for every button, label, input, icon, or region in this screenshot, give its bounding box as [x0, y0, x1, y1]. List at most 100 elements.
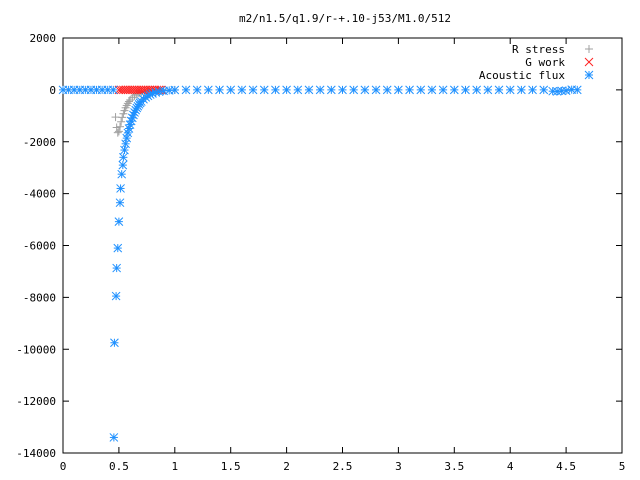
data-point — [116, 184, 125, 193]
legend-item: Acoustic flux — [479, 69, 594, 82]
x-tick-label: 2 — [283, 460, 290, 473]
data-point — [118, 160, 128, 170]
data-point — [215, 85, 224, 95]
y-tick-label: -8000 — [23, 291, 56, 304]
y-tick: -12000 — [16, 395, 622, 408]
x-tick: 3 — [395, 38, 402, 473]
x-tick-label: 3.5 — [444, 460, 464, 473]
data-point — [572, 85, 582, 95]
data-point — [338, 85, 347, 95]
data-point — [119, 85, 128, 95]
data-point — [472, 85, 482, 95]
data-point — [121, 85, 130, 95]
data-point — [282, 85, 291, 95]
x-tick: 2 — [283, 38, 290, 473]
data-point — [248, 85, 258, 95]
data-point — [304, 85, 314, 95]
series-acoustic-flux — [58, 85, 582, 442]
data-point — [405, 85, 414, 95]
data-point — [121, 139, 130, 149]
data-point — [116, 85, 126, 95]
series-layer — [58, 85, 582, 442]
data-point — [113, 128, 122, 137]
legend-item: R stress — [512, 43, 593, 56]
y-tick-label: -12000 — [16, 395, 56, 408]
data-point — [109, 433, 119, 442]
data-point — [259, 85, 269, 95]
data-point — [134, 85, 144, 95]
x-tick: 5 — [619, 38, 626, 473]
data-point — [315, 85, 325, 95]
data-point — [123, 85, 133, 95]
data-point — [349, 85, 359, 95]
data-point — [122, 133, 132, 143]
x-tick: 1.5 — [221, 38, 241, 473]
data-point — [483, 85, 493, 95]
data-point — [539, 85, 549, 95]
x-tick: 4 — [507, 38, 514, 473]
data-point — [127, 85, 137, 95]
y-tick: -8000 — [23, 291, 622, 304]
plot-area-frame — [62, 37, 623, 454]
data-point — [517, 85, 526, 95]
data-point — [226, 85, 236, 95]
x-tick: 0 — [60, 38, 66, 473]
legend-label: G work — [525, 56, 565, 69]
x-tick-label: 1.5 — [221, 460, 241, 473]
y-tick: -10000 — [16, 343, 622, 356]
x-tick: 2.5 — [333, 38, 353, 473]
data-point — [117, 117, 126, 126]
data-point — [237, 85, 247, 95]
data-point — [118, 113, 127, 122]
data-point — [132, 85, 142, 95]
y-tick-label: -4000 — [23, 188, 56, 201]
data-point — [293, 85, 303, 95]
y-tick-label: 2000 — [30, 32, 57, 45]
legend-marker — [584, 57, 594, 67]
data-point — [123, 99, 132, 108]
legend-marker — [584, 70, 594, 80]
x-tick: 1 — [171, 38, 178, 473]
data-point — [203, 85, 213, 95]
data-point — [111, 291, 121, 301]
legend-label: Acoustic flux — [479, 69, 565, 82]
data-point — [113, 243, 123, 253]
x-tick-label: 3 — [395, 460, 402, 473]
data-point — [130, 85, 139, 95]
x-tick: 4.5 — [556, 38, 576, 473]
data-point — [115, 198, 125, 208]
x-tick-label: 1 — [171, 460, 178, 473]
x-tick-label: 2.5 — [333, 460, 353, 473]
x-tick: 3.5 — [444, 38, 464, 473]
y-tick-label: -2000 — [23, 136, 56, 149]
data-point — [116, 122, 125, 131]
data-point — [108, 85, 118, 95]
data-point — [505, 85, 515, 95]
data-point — [416, 85, 426, 95]
y-tick: -14000 — [16, 447, 622, 460]
data-point — [449, 85, 459, 95]
data-point — [139, 85, 148, 95]
x-tick-label: 5 — [619, 460, 626, 473]
data-point — [170, 85, 180, 95]
y-tick: 2000 — [30, 32, 622, 45]
data-point — [124, 97, 133, 106]
y-tick: -2000 — [23, 136, 622, 149]
x-axis: 0 0.5 1 1.5 2 2.5 3 3.5 4 4.5 5 — [60, 38, 626, 473]
y-tick-label: 0 — [49, 84, 56, 97]
data-point — [271, 85, 280, 95]
data-point — [552, 87, 562, 96]
data-point — [371, 85, 381, 95]
data-point — [119, 152, 128, 162]
chart-title: m2/n1.5/q1.9/r-+.10-j53/M1.0/512 — [239, 12, 451, 25]
data-point — [112, 123, 121, 132]
legend-marker — [585, 45, 593, 53]
data-point — [114, 127, 123, 136]
x-tick: 0.5 — [109, 38, 129, 473]
y-tick-label: -6000 — [23, 240, 56, 253]
y-axis: 2000 0 -2000 -4000 -6000 -8000 -10000 -12000 -14… — [16, 32, 622, 460]
data-point — [561, 86, 571, 96]
legend-item: G work — [525, 56, 594, 69]
